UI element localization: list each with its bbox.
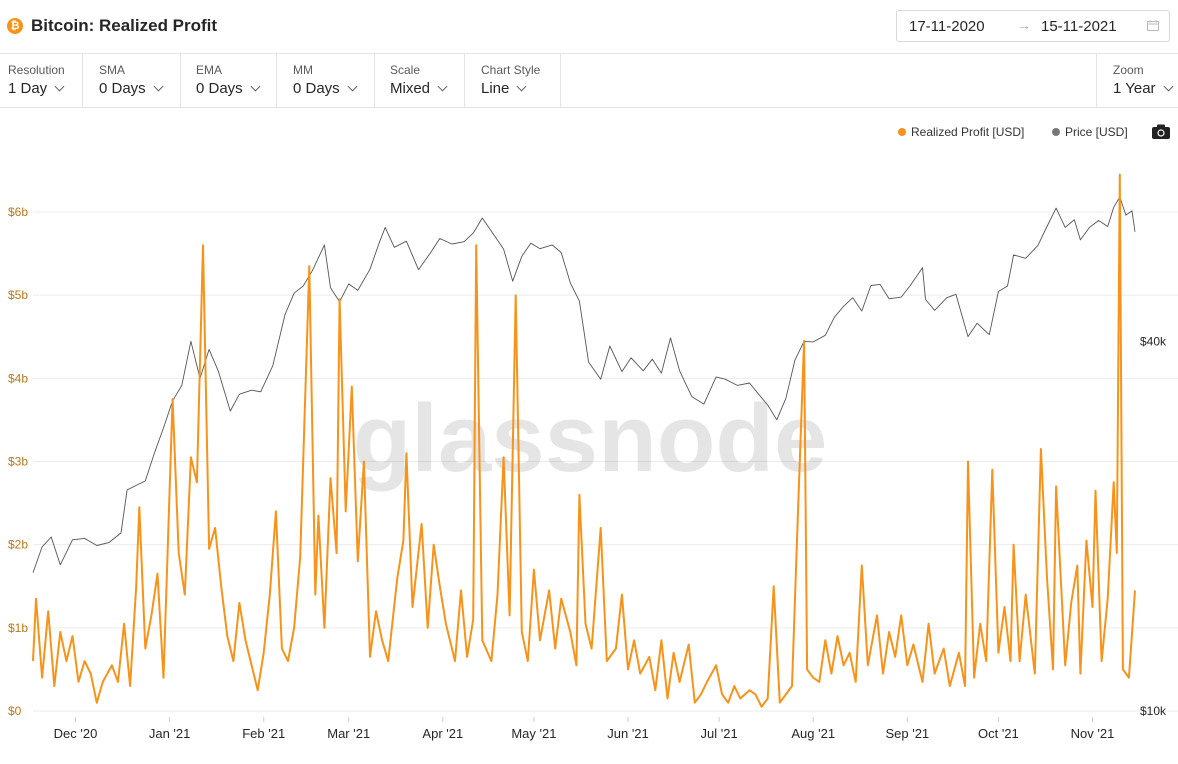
legend-item-price[interactable]: Price [USD]: [1052, 125, 1128, 139]
sma-value: 0 Days: [99, 80, 146, 97]
y-tick-label-right: $40k: [1140, 334, 1167, 348]
y-tick-label-left: $0: [8, 704, 22, 718]
calendar-icon[interactable]: [1147, 20, 1159, 31]
x-tick-label: Feb '21: [242, 726, 285, 741]
y-tick-label-left: $2b: [8, 538, 28, 552]
x-tick-label: Mar '21: [327, 726, 370, 741]
sma-label: SMA: [99, 63, 126, 77]
mm-label: MM: [293, 63, 313, 77]
legend-dot: [1052, 128, 1060, 136]
y-axis-right: $10k $40k: [1140, 334, 1167, 718]
realized-profit-series: [32, 173, 1136, 708]
y-tick-label-left: $4b: [8, 371, 28, 385]
chevron-down-icon: [516, 81, 527, 92]
zoom-value: 1 Year: [1113, 80, 1156, 97]
x-tick-label: Jul '21: [701, 726, 738, 741]
y-tick-label-left: $5b: [8, 288, 28, 302]
sma-select[interactable]: SMA 0 Days: [83, 54, 181, 107]
zoom-select[interactable]: Zoom 1 Year: [1096, 54, 1178, 107]
chart-area: glassnode $0$1b$2b$3b$4b$5b$6b $10k$40k …: [8, 173, 1178, 741]
x-tick-label: Oct '21: [978, 726, 1019, 741]
x-tick-label: Jan '21: [149, 726, 191, 741]
chevron-down-icon: [1163, 81, 1173, 92]
zoom-label: Zoom: [1113, 63, 1144, 77]
chevron-down-icon: [54, 81, 65, 92]
ema-value: 0 Days: [196, 80, 243, 97]
camera-icon[interactable]: [1152, 124, 1170, 139]
resolution-select[interactable]: Resolution 1 Day: [0, 54, 83, 107]
x-tick-label: Dec '20: [54, 726, 98, 741]
x-tick-label: Nov '21: [1071, 726, 1115, 741]
x-tick-label: Aug '21: [791, 726, 835, 741]
mm-select[interactable]: MM 0 Days: [277, 54, 375, 107]
bitcoin-icon: ₿: [7, 18, 23, 34]
arrow-right-icon: →: [1017, 17, 1031, 33]
legend-label: Price [USD]: [1065, 125, 1128, 139]
legend-dot: [898, 128, 906, 136]
y-tick-label-left: $3b: [8, 455, 28, 469]
legend-label: Realized Profit [USD]: [911, 125, 1025, 139]
x-tick-label: Jun '21: [607, 726, 649, 741]
chevron-down-icon: [437, 81, 448, 92]
date-range-picker[interactable]: 17-11-2020 → 15-11-2021: [896, 10, 1170, 42]
chart-style-label: Chart Style: [481, 63, 541, 77]
x-tick-label: May '21: [511, 726, 556, 741]
header-bar: ₿ Bitcoin: Realized Profit 17-11-2020 → …: [0, 0, 1178, 54]
chart-style-select[interactable]: Chart Style Line: [465, 54, 561, 107]
mm-value: 0 Days: [293, 80, 340, 97]
y-tick-label-left: $6b: [8, 205, 28, 219]
price-series: [32, 196, 1136, 573]
resolution-label: Resolution: [8, 63, 65, 77]
scale-select[interactable]: Scale Mixed: [375, 54, 465, 107]
date-start-input[interactable]: 17-11-2020: [909, 18, 985, 35]
chevron-down-icon: [250, 81, 261, 92]
x-tick-label: Apr '21: [422, 726, 463, 741]
chart-controls: Resolution 1 Day SMA 0 Days EMA 0 Days M…: [0, 54, 1178, 108]
scale-label: Scale: [390, 63, 421, 77]
legend-item-realized-profit[interactable]: Realized Profit [USD]: [898, 125, 1024, 139]
resolution-value: 1 Day: [8, 80, 48, 97]
page-title: Bitcoin: Realized Profit: [31, 16, 218, 35]
y-tick-label-left: $1b: [8, 621, 28, 635]
x-axis: Dec '20 Jan '21 Feb '21 Mar '21 Apr '21 May '…: [54, 717, 1115, 741]
ema-label: EMA: [196, 63, 223, 77]
price-line: [32, 196, 1136, 573]
date-end-input[interactable]: 15-11-2021: [1041, 18, 1117, 35]
scale-value: Mixed: [390, 80, 431, 97]
x-tick-label: Sep '21: [885, 726, 929, 741]
chevron-down-icon: [153, 81, 164, 92]
realized-profit-line: [32, 173, 1136, 708]
watermark: glassnode: [353, 385, 828, 492]
chevron-down-icon: [347, 81, 358, 92]
chart-style-value: Line: [481, 80, 510, 97]
y-tick-label-right: $10k: [1140, 704, 1167, 718]
y-axis-left: $0 $1b $2b $3b $4b $5b $6b: [8, 205, 28, 718]
ema-select[interactable]: EMA 0 Days: [181, 54, 277, 107]
